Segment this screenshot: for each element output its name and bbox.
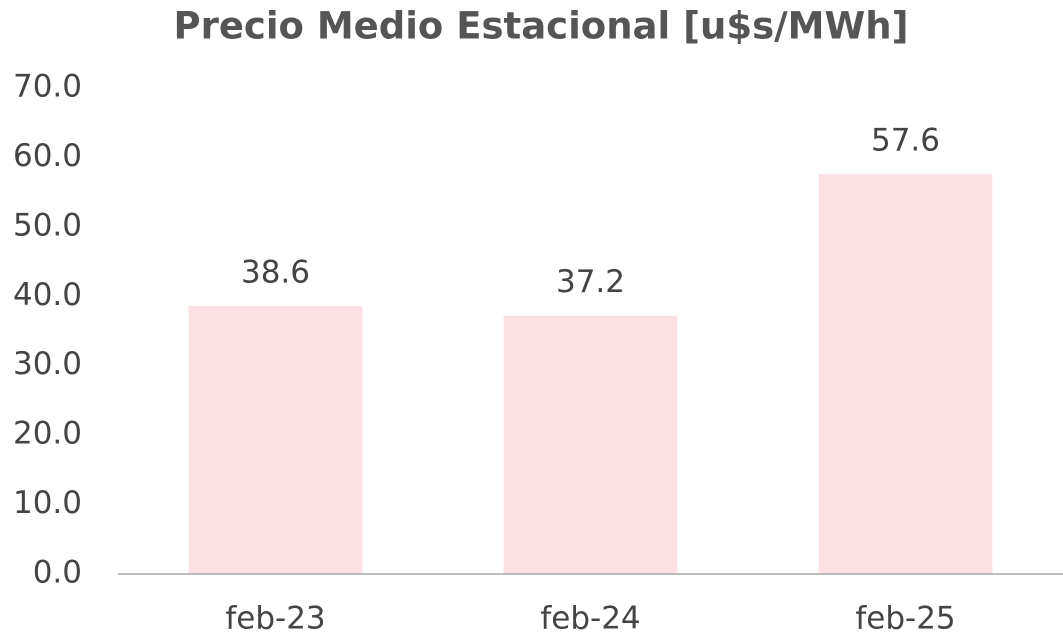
x-tick-label: feb-24	[540, 601, 640, 637]
y-tick-label: 10.0	[13, 485, 82, 521]
bar	[818, 174, 993, 574]
y-tick-label: 40.0	[13, 277, 82, 313]
bar	[188, 306, 363, 574]
y-tick-label: 50.0	[13, 207, 82, 243]
bar	[503, 315, 678, 574]
x-tick-label: feb-23	[225, 601, 325, 637]
chart-title: Precio Medio Estacional [u$s/MWh]	[173, 5, 908, 48]
y-tick-label: 60.0	[13, 138, 82, 174]
data-label: 57.6	[871, 123, 940, 159]
y-tick-label: 30.0	[13, 346, 82, 382]
y-tick-label: 0.0	[33, 555, 82, 591]
data-label: 38.6	[241, 255, 310, 291]
y-tick-label: 70.0	[13, 69, 82, 105]
x-tick-label: feb-25	[855, 601, 955, 637]
data-label: 37.2	[556, 264, 625, 300]
y-tick-label: 20.0	[13, 416, 82, 452]
